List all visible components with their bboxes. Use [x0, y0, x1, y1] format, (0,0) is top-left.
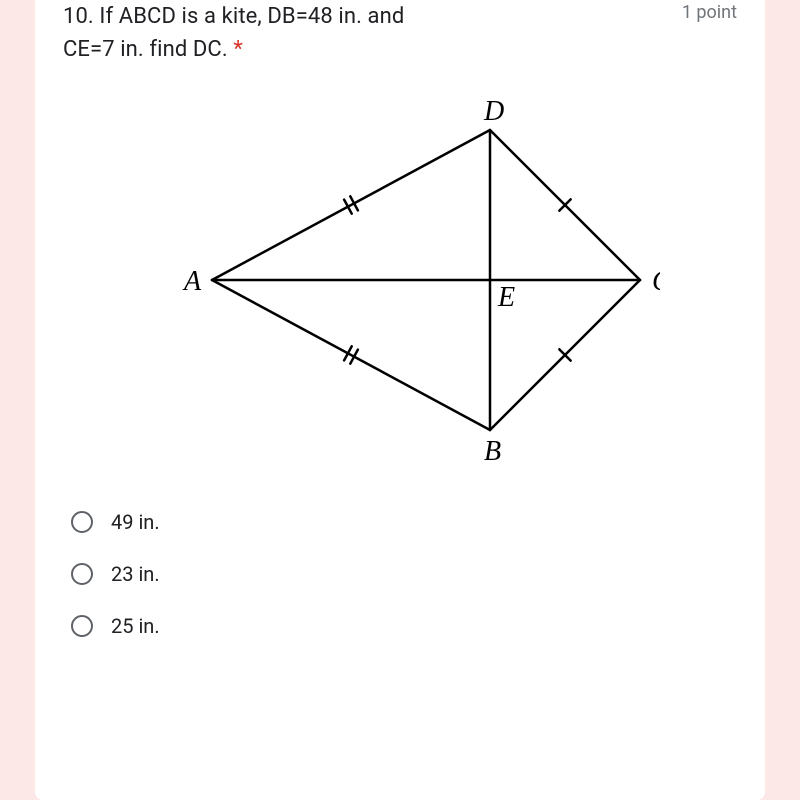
svg-text:C: C: [652, 266, 660, 297]
question-card: 10. If ABCD is a kite, DB=48 in. and CE=…: [35, 0, 765, 800]
svg-text:D: D: [483, 100, 504, 127]
option-row[interactable]: 25 in.: [63, 600, 737, 652]
radio-icon[interactable]: [71, 563, 93, 585]
option-label: 25 in.: [111, 614, 160, 638]
question-line1: 10. If ABCD is a kite, DB=48 in. and: [63, 4, 404, 29]
option-label: 23 in.: [111, 562, 160, 586]
option-label: 49 in.: [111, 510, 160, 534]
svg-text:A: A: [182, 266, 202, 297]
radio-icon[interactable]: [71, 511, 93, 533]
question-line2: CE=7 in. find DC.: [63, 37, 233, 62]
question-text: 10. If ABCD is a kite, DB=48 in. and CE=…: [63, 0, 682, 66]
svg-text:E: E: [497, 282, 515, 313]
points-label: 1 point: [682, 0, 737, 23]
options-list: 49 in. 23 in. 25 in.: [63, 478, 737, 652]
question-header: 10. If ABCD is a kite, DB=48 in. and CE=…: [63, 0, 737, 66]
kite-diagram: A B C D E: [140, 100, 660, 460]
radio-icon[interactable]: [71, 615, 93, 637]
diagram-container: A B C D E: [63, 100, 737, 460]
svg-text:B: B: [484, 436, 501, 460]
option-row[interactable]: 23 in.: [63, 548, 737, 600]
required-asterisk: *: [233, 37, 243, 62]
option-row[interactable]: 49 in.: [63, 496, 737, 548]
